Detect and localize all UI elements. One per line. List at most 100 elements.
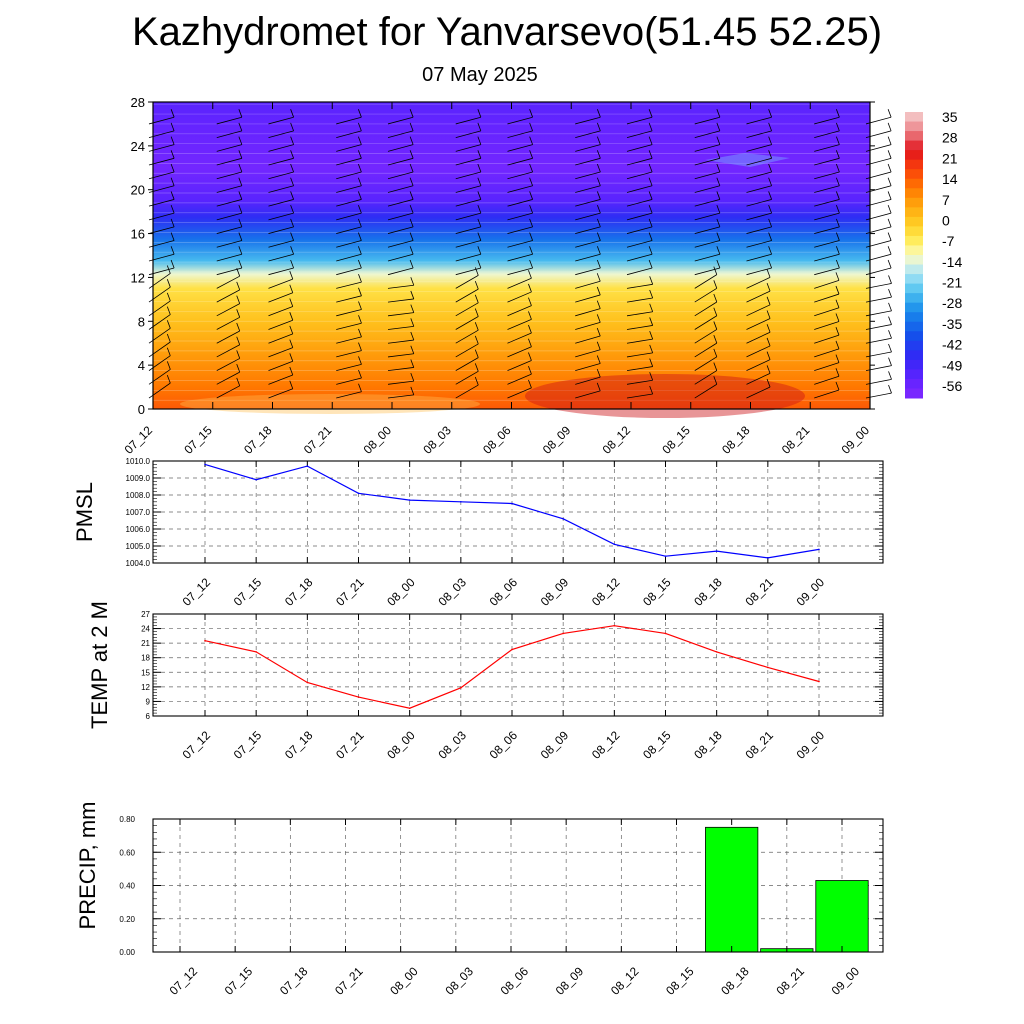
wind-barb (507, 360, 532, 371)
y-tick-label: 15 (141, 668, 150, 677)
wind-barb-flag (716, 232, 721, 241)
series-point (511, 502, 513, 505)
x-tick-label: 08_15 (663, 964, 697, 998)
wind-barb (814, 362, 840, 372)
wind-barb-flag (649, 317, 654, 326)
series-point (511, 648, 513, 651)
wind-barb (387, 171, 414, 180)
wind-barb (746, 304, 771, 317)
wind-barb-flag (170, 109, 175, 118)
wind-barb-flag (648, 150, 653, 159)
wind-barb (387, 325, 414, 330)
wind-barb (336, 391, 362, 399)
wind-barb (216, 275, 240, 289)
wind-barb-flag (648, 177, 653, 186)
wind-barb-flag (649, 344, 654, 353)
wind-barb (746, 290, 771, 303)
series-point (664, 555, 667, 557)
wind-barb (575, 130, 601, 139)
wind-barb (575, 267, 601, 276)
wind-barb (575, 390, 601, 399)
wind-barb-flag (888, 343, 892, 353)
wind-barb (814, 157, 840, 166)
wind-barb (814, 130, 840, 139)
x-tick-label: 08_15 (640, 728, 674, 762)
wind-barb (575, 363, 601, 372)
wind-barb (268, 333, 293, 344)
heatmap-y-tick-label: 0 (138, 402, 145, 417)
wind-barb (216, 344, 240, 358)
wind-barb (455, 384, 479, 399)
wind-barb-flag (236, 350, 241, 359)
heatmap-x-tick-label: 07_12 (122, 423, 156, 457)
x-tick-label: 07_21 (332, 964, 366, 998)
heatmap-x-tick-label: 08_06 (480, 423, 514, 457)
x-tick-label: 08_21 (742, 575, 776, 609)
heatmap-cold-pocket (705, 153, 790, 167)
x-tick-label: 08_21 (742, 728, 776, 762)
wind-barb (746, 130, 772, 139)
heatmap-y-tick-label: 8 (138, 314, 145, 329)
wind-barb (268, 267, 294, 276)
wind-barb-flag (716, 150, 721, 159)
wind-barb (626, 267, 653, 276)
wind-barb-flag (290, 122, 294, 132)
wind-barb (694, 329, 718, 344)
colorbar-box (905, 359, 923, 370)
wind-barb-flag (477, 218, 482, 227)
wind-barb-flag (409, 163, 414, 173)
wind-barb (814, 212, 840, 221)
wind-barb-flag (716, 218, 721, 227)
wind-barb (336, 377, 362, 385)
colorbar-label: 35 (942, 109, 958, 125)
wind-barb-flag (474, 363, 479, 372)
colorbar-box (905, 207, 923, 218)
series-point (715, 651, 718, 653)
wind-barb-flag (477, 177, 482, 186)
wind-barb (507, 240, 533, 248)
wind-barb-flag (835, 354, 840, 363)
x-tick-label: 09_00 (794, 575, 828, 609)
wind-barb (507, 157, 533, 166)
wind-barb-flag (170, 177, 175, 186)
wind-barb-flag (474, 267, 479, 276)
wind-barb (507, 387, 532, 399)
y-tick-label: 1007.0 (126, 508, 151, 517)
wind-barb (507, 226, 533, 234)
wind-barb (336, 144, 362, 152)
wind-barb-flag (768, 204, 772, 214)
wind-barb-flag (596, 355, 601, 364)
wind-barb (694, 301, 718, 317)
wind-barb-flag (716, 136, 721, 145)
wind-barb (694, 253, 720, 262)
heatmap-x-tick-label: 08_18 (719, 423, 753, 457)
wind-barb-flag (768, 177, 772, 186)
wind-barb-flag (529, 191, 533, 200)
wind-barb-flag (357, 150, 362, 159)
wind-barb (336, 199, 362, 207)
wind-barb-flag (238, 122, 243, 132)
heatmap-y-tick-label: 12 (131, 270, 145, 285)
y-tick-label: 24 (141, 625, 150, 634)
wind-barb (455, 171, 481, 180)
wind-barb (336, 281, 362, 289)
x-tick-label: 07_21 (333, 575, 367, 609)
wind-barb-flag (768, 163, 772, 173)
wind-barb (575, 308, 601, 317)
wind-barb-flag (238, 218, 243, 227)
wind-barb-flag (358, 273, 362, 283)
colorbar-box (905, 188, 923, 199)
wind-barb (336, 350, 362, 358)
wind-barb-flag (768, 232, 772, 241)
wind-barb (216, 358, 240, 371)
wind-barb-flag (409, 218, 414, 227)
wind-barb-flag (596, 122, 601, 132)
wind-barb-flag (410, 386, 415, 396)
wind-barb-flag (596, 191, 601, 200)
wind-barb (216, 185, 242, 193)
wind-barb-flag (477, 191, 482, 200)
wind-barb-flag (410, 304, 415, 313)
chart-title: Kazhydromet for Yanvarsevo(51.45 52.25) (131, 10, 883, 54)
wind-barb (387, 367, 414, 372)
wind-barb-flag (713, 362, 718, 371)
